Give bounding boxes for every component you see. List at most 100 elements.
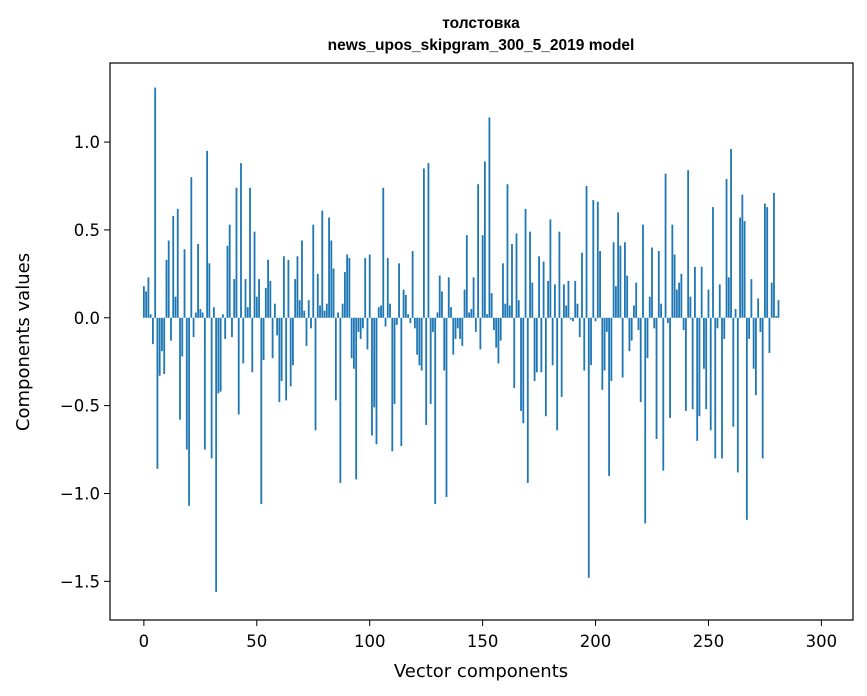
- bar-component-212: [621, 317, 624, 378]
- bar-component-135: [447, 277, 450, 318]
- bar-component-75: [312, 224, 315, 318]
- bar-component-45: [244, 279, 247, 318]
- bar-component-125: [425, 317, 428, 425]
- bar-component-113: [398, 263, 400, 318]
- bar-component-146: [472, 277, 475, 318]
- bar-component-25: [199, 308, 202, 318]
- bar-component-72: [305, 317, 308, 346]
- bar-component-89: [343, 272, 346, 318]
- bar-component-59: [276, 317, 279, 336]
- bar-component-227: [655, 317, 658, 440]
- y-tick-label: −0.5: [60, 397, 100, 416]
- bar-component-136: [450, 307, 452, 318]
- bar-component-105: [380, 305, 382, 318]
- bar-component-32: [215, 317, 218, 592]
- bar-component-239: [682, 317, 685, 331]
- bar-component-242: [689, 296, 692, 318]
- bar-component-53: [262, 317, 265, 360]
- bar-component-0: [142, 286, 145, 318]
- bar-component-246: [698, 317, 701, 417]
- bar-component-44: [242, 317, 245, 364]
- x-tick-label: 150: [467, 632, 499, 651]
- bar-component-127: [429, 317, 432, 404]
- bar-component-26: [201, 312, 204, 318]
- bar-component-40: [233, 279, 236, 318]
- bar-component-19: [185, 317, 188, 450]
- bar-component-24: [197, 243, 199, 318]
- bar-component-275: [764, 203, 766, 318]
- bar-component-71: [303, 310, 306, 318]
- bar-component-10: [165, 259, 168, 318]
- bar-component-67: [294, 279, 297, 318]
- bar-component-84: [332, 268, 335, 318]
- bar-component-98: [364, 258, 367, 318]
- bar-component-220: [639, 317, 642, 403]
- bar-component-154: [490, 293, 493, 318]
- bar-component-27: [203, 317, 206, 450]
- bar-component-15: [176, 208, 179, 318]
- bar-component-29: [208, 263, 211, 318]
- bar-component-205: [605, 317, 608, 332]
- y-tick-label: −1.0: [60, 484, 100, 503]
- bar-component-252: [712, 207, 714, 318]
- bar-component-221: [642, 224, 644, 318]
- bar-component-134: [445, 317, 448, 497]
- bar-component-123: [420, 317, 423, 371]
- bar-component-137: [452, 317, 455, 355]
- bar-component-118: [409, 317, 412, 324]
- bar-component-41: [235, 187, 238, 318]
- bar-component-82: [328, 217, 330, 318]
- bar-component-38: [228, 224, 231, 318]
- bar-component-255: [718, 284, 721, 318]
- bar-component-87: [339, 317, 342, 483]
- bar-component-204: [603, 317, 606, 371]
- bar-component-224: [648, 296, 651, 318]
- bar-component-185: [560, 317, 563, 397]
- bar-component-102: [373, 317, 376, 408]
- bar-component-207: [610, 317, 613, 382]
- y-axis-label: Components values: [13, 253, 34, 431]
- bar-component-216: [630, 317, 633, 341]
- bar-component-189: [569, 317, 572, 320]
- bar-component-202: [599, 251, 601, 318]
- bar-component-219: [637, 317, 640, 331]
- bar-component-175: [538, 256, 540, 318]
- bar-component-128: [432, 317, 434, 332]
- x-tick-label: 100: [354, 632, 386, 651]
- bar-component-248: [703, 317, 705, 369]
- bar-component-4: [152, 317, 154, 345]
- bar-component-217: [633, 305, 635, 318]
- bar-component-31: [212, 307, 215, 318]
- bar-component-36: [224, 317, 227, 339]
- bar-component-7: [158, 317, 161, 376]
- bar-component-245: [696, 317, 699, 441]
- bar-component-51: [258, 279, 260, 318]
- bar-component-63: [285, 317, 288, 401]
- bar-component-129: [434, 317, 437, 505]
- bar-component-254: [716, 317, 719, 329]
- bar-component-213: [624, 242, 626, 318]
- bar-component-176: [540, 317, 543, 373]
- bar-component-147: [474, 317, 477, 332]
- bar-component-201: [596, 201, 599, 318]
- bar-component-106: [382, 187, 385, 318]
- bar-component-226: [653, 317, 656, 329]
- bar-component-60: [278, 317, 281, 403]
- plot-frame: [109, 62, 854, 621]
- bar-component-161: [506, 184, 509, 318]
- bar-component-192: [576, 303, 579, 318]
- bar-component-238: [680, 273, 683, 318]
- bar-component-126: [427, 163, 430, 318]
- bar-component-157: [497, 317, 500, 364]
- bar-component-228: [657, 251, 660, 318]
- bar-component-194: [581, 252, 583, 318]
- bar-component-1: [145, 291, 148, 318]
- bar-component-168: [522, 317, 525, 424]
- bar-component-110: [391, 317, 394, 452]
- bar-component-269: [750, 279, 753, 318]
- bar-component-42: [237, 317, 240, 415]
- bar-component-139: [456, 317, 459, 329]
- bar-component-34: [219, 317, 222, 392]
- bar-component-99: [366, 317, 369, 350]
- bar-component-93: [353, 317, 355, 369]
